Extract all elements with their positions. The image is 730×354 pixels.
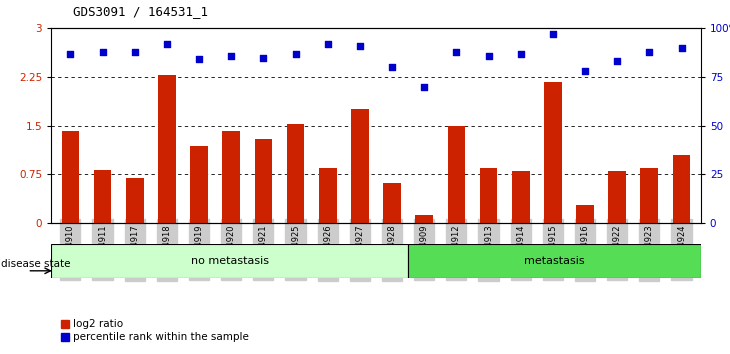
Bar (672, 155, 691, 223)
Bar (287, 124, 304, 223)
Bar (191, 147, 208, 223)
Point (386, 64, 398, 70)
Bar (126, 178, 144, 223)
Bar (608, 171, 626, 223)
Point (418, 84, 430, 90)
Bar (255, 139, 272, 223)
Text: GDS3091 / 164531_1: GDS3091 / 164531_1 (73, 5, 208, 18)
Bar (640, 168, 658, 223)
Point (450, 49, 462, 55)
Point (644, 49, 656, 55)
Point (354, 43, 366, 48)
Point (579, 68, 591, 74)
Point (258, 55, 269, 60)
Bar (415, 215, 433, 223)
Bar (383, 183, 401, 223)
Bar (223, 131, 240, 223)
Bar (544, 81, 561, 223)
Point (64, 51, 76, 56)
Point (226, 53, 237, 58)
Text: disease state: disease state (1, 259, 71, 269)
Text: no metastasis: no metastasis (191, 256, 269, 266)
Point (515, 51, 526, 56)
Legend: log2 ratio, percentile rank within the sample: log2 ratio, percentile rank within the s… (56, 315, 253, 347)
Bar (480, 168, 497, 223)
Bar (51, 244, 408, 278)
Bar (158, 75, 176, 223)
Point (322, 41, 334, 47)
Text: metastasis: metastasis (524, 256, 585, 266)
Bar (351, 109, 369, 223)
Bar (61, 131, 80, 223)
Bar (512, 171, 529, 223)
Bar (93, 170, 112, 223)
Bar (576, 205, 594, 223)
Point (96, 49, 108, 55)
Point (483, 53, 494, 58)
Point (129, 49, 141, 55)
Bar (447, 126, 465, 223)
Point (547, 31, 558, 37)
Point (193, 57, 205, 62)
Point (161, 41, 173, 47)
Point (611, 58, 623, 64)
Bar (408, 244, 701, 278)
Bar (319, 168, 337, 223)
Point (290, 51, 301, 56)
Point (676, 45, 688, 51)
